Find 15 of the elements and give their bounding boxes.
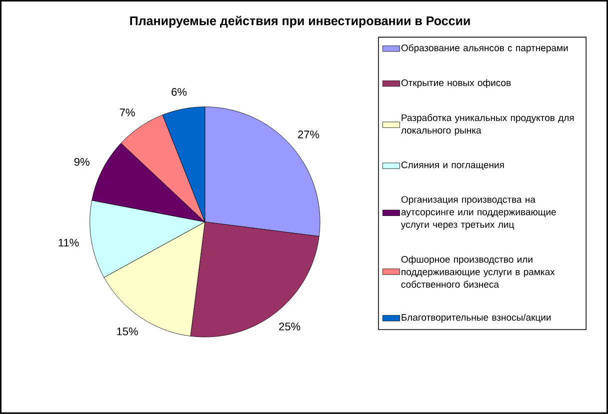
data-label: 27% [298,130,320,138]
data-label: 11% [58,238,79,247]
data-label: 9% [74,158,90,166]
legend-label: Благотворительные взносы/акции [402,314,551,323]
legend-label: Образование альянсов с партнерами [401,44,568,54]
data-label: 6% [172,88,187,96]
legend-label: Открытие новых офисов [401,79,511,88]
legend-label: Организация производства на аутсорсинге или поддерживающие услуги через третьих лиц [400,196,556,230]
legend-label: Слияния и поглащения [401,162,504,170]
data-label: 25% [279,322,300,330]
data-label: 7% [120,108,135,116]
legend-label: Офшорное производство или поддерживающие услуги в рамках собственного бизнеса [401,256,555,288]
legend-label: Разработка уникальных продуктов для локального рынка [401,114,574,136]
data-label: 15% [117,328,138,336]
chart-title: Планируемые действия при инвестировании в России [130,16,470,28]
